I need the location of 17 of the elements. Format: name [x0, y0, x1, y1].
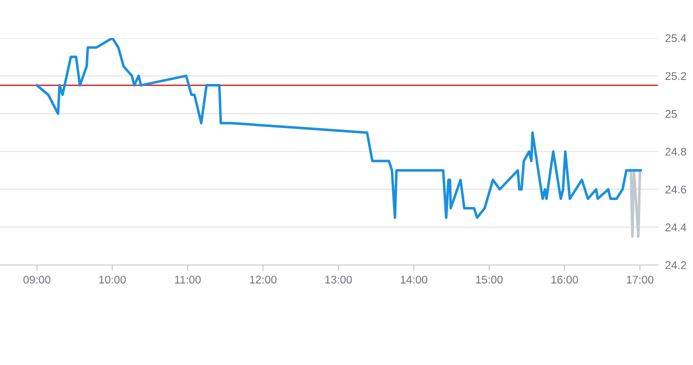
x-tick-label: 09:00 — [23, 276, 50, 284]
x-tick-label: 10:00 — [99, 276, 126, 284]
y-tick-label: 25.4 — [666, 34, 686, 42]
y-tick-label: 24.6 — [666, 186, 686, 194]
x-tick-label: 14:00 — [400, 276, 428, 284]
y-tick-label: 24.4 — [666, 223, 686, 232]
x-tick-label: 16:00 — [551, 276, 578, 284]
x-tick-label: 17:00 — [626, 276, 654, 284]
x-tick-label: 12:00 — [250, 276, 277, 284]
x-tick-label: 13:00 — [325, 276, 352, 284]
y-tick-label: 24.8 — [666, 148, 686, 156]
x-tick-label: 15:00 — [476, 276, 503, 284]
y-tick-label: 25.2 — [666, 72, 686, 80]
y-tick-label: 25 — [666, 110, 677, 118]
x-tick-label: 11:00 — [175, 276, 201, 284]
line-series — [36, 38, 642, 219]
y-tick-label: 24.2 — [666, 261, 686, 270]
